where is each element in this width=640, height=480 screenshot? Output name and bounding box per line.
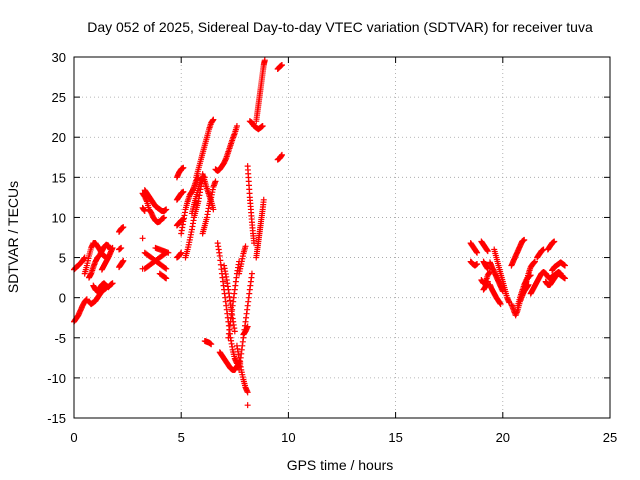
data-point bbox=[474, 249, 481, 256]
data-point bbox=[163, 265, 170, 272]
data-point bbox=[551, 238, 558, 245]
data-point bbox=[109, 280, 116, 287]
data-point bbox=[109, 244, 116, 251]
data-point bbox=[484, 278, 491, 285]
data-point bbox=[248, 270, 255, 277]
data-point bbox=[561, 275, 568, 282]
data-point bbox=[178, 249, 185, 256]
chart-title: Day 052 of 2025, Sidereal Day-to-day VTE… bbox=[87, 19, 593, 35]
y-tick-label: 0 bbox=[59, 291, 66, 306]
y-tick-label: -5 bbox=[54, 331, 66, 346]
data-point bbox=[162, 264, 169, 271]
data-point bbox=[120, 257, 127, 264]
x-tick-label: 10 bbox=[281, 430, 295, 445]
y-tick-label: -15 bbox=[47, 411, 66, 426]
y-tick-label: -10 bbox=[47, 371, 66, 386]
y-tick-label: 15 bbox=[52, 170, 66, 185]
grid bbox=[74, 57, 610, 418]
data-point bbox=[120, 224, 127, 231]
data-point bbox=[210, 116, 217, 123]
plot-frame bbox=[73, 56, 611, 419]
data-point bbox=[139, 235, 146, 242]
data-points bbox=[71, 57, 568, 409]
data-point bbox=[521, 236, 528, 243]
axis-ticks: 0 5 10 15 20 25 -15 -10 -5 0 5 10 15 20 25 30 bbox=[47, 50, 617, 445]
data-point bbox=[231, 328, 238, 335]
x-axis-label: GPS time / hours bbox=[287, 457, 394, 473]
data-point bbox=[484, 248, 491, 255]
x-tick-label: 15 bbox=[388, 430, 402, 445]
data-point bbox=[165, 249, 172, 256]
x-tick-label: 0 bbox=[70, 430, 77, 445]
data-point bbox=[531, 258, 538, 265]
data-point bbox=[244, 389, 251, 396]
y-tick-label: 20 bbox=[52, 130, 66, 145]
data-point bbox=[208, 341, 215, 348]
y-tick-label: 30 bbox=[52, 50, 66, 65]
data-point bbox=[118, 244, 125, 251]
data-point bbox=[242, 243, 249, 250]
x-tick-label: 25 bbox=[603, 430, 617, 445]
data-point bbox=[497, 301, 504, 308]
data-point bbox=[259, 122, 266, 129]
x-tick-label: 20 bbox=[496, 430, 510, 445]
data-point bbox=[210, 206, 217, 213]
y-tick-label: 5 bbox=[59, 251, 66, 266]
data-point bbox=[244, 323, 251, 330]
data-point bbox=[180, 164, 187, 171]
y-axis-label: SDTVAR / TECUs bbox=[5, 181, 21, 293]
data-point bbox=[163, 206, 170, 213]
data-point bbox=[260, 196, 267, 203]
data-point bbox=[261, 57, 268, 64]
data-point bbox=[233, 122, 240, 129]
data-point bbox=[141, 208, 148, 215]
x-tick-label: 5 bbox=[178, 430, 185, 445]
data-point bbox=[278, 151, 285, 158]
data-point bbox=[244, 402, 251, 409]
data-point bbox=[103, 285, 110, 292]
data-point bbox=[180, 188, 187, 195]
data-point bbox=[161, 214, 168, 221]
data-point bbox=[278, 62, 285, 69]
data-point bbox=[212, 178, 219, 185]
data-point bbox=[163, 275, 170, 282]
y-tick-label: 10 bbox=[52, 210, 66, 225]
data-point bbox=[561, 262, 568, 269]
y-tick-label: 25 bbox=[52, 90, 66, 105]
data-point bbox=[81, 254, 88, 261]
data-point bbox=[474, 260, 481, 267]
